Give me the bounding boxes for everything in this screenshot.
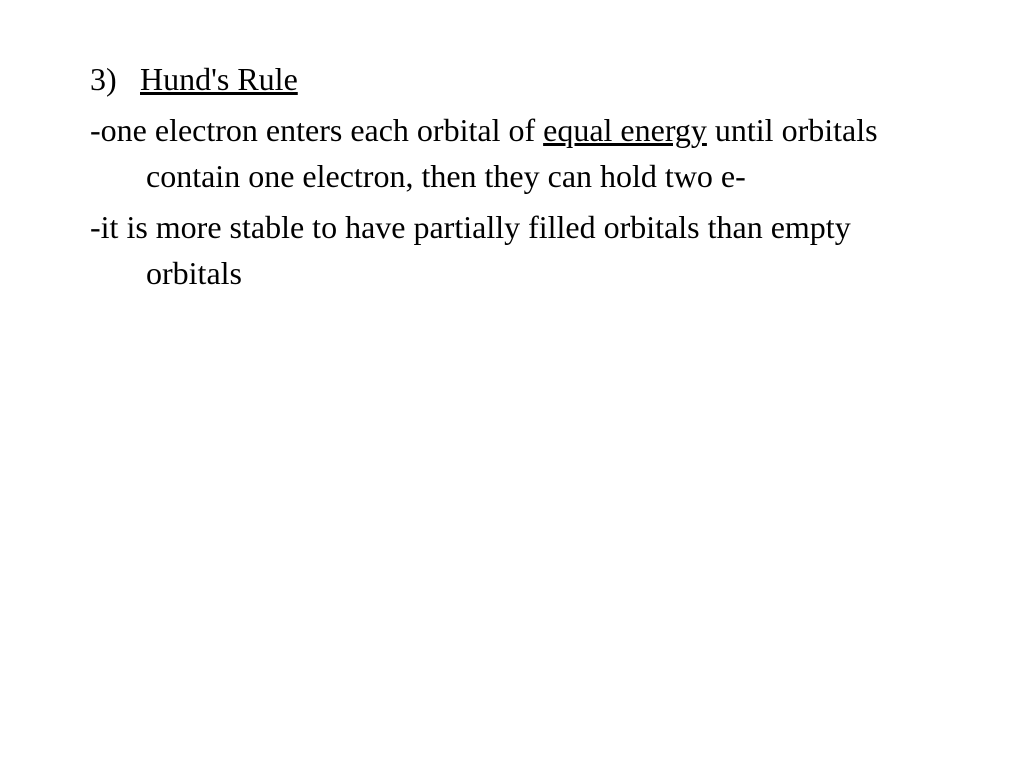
bullet-prefix: - <box>90 209 101 245</box>
bullet-prefix: - <box>90 112 101 148</box>
list-number: 3) <box>90 55 132 103</box>
bullet-item-1: -one electron enters each orbital of equ… <box>90 107 934 200</box>
heading-line: 3) Hund's Rule <box>90 55 934 103</box>
bullet-text-seg-1: equal energy <box>543 112 707 148</box>
bullet-item-2: -it is more stable to have partially fil… <box>90 204 934 297</box>
heading-title: Hund's Rule <box>140 61 298 97</box>
bullet-text-seg-0: it is more stable to have partially fill… <box>101 209 851 291</box>
bullet-text-seg-0: one electron enters each orbital of <box>101 112 543 148</box>
